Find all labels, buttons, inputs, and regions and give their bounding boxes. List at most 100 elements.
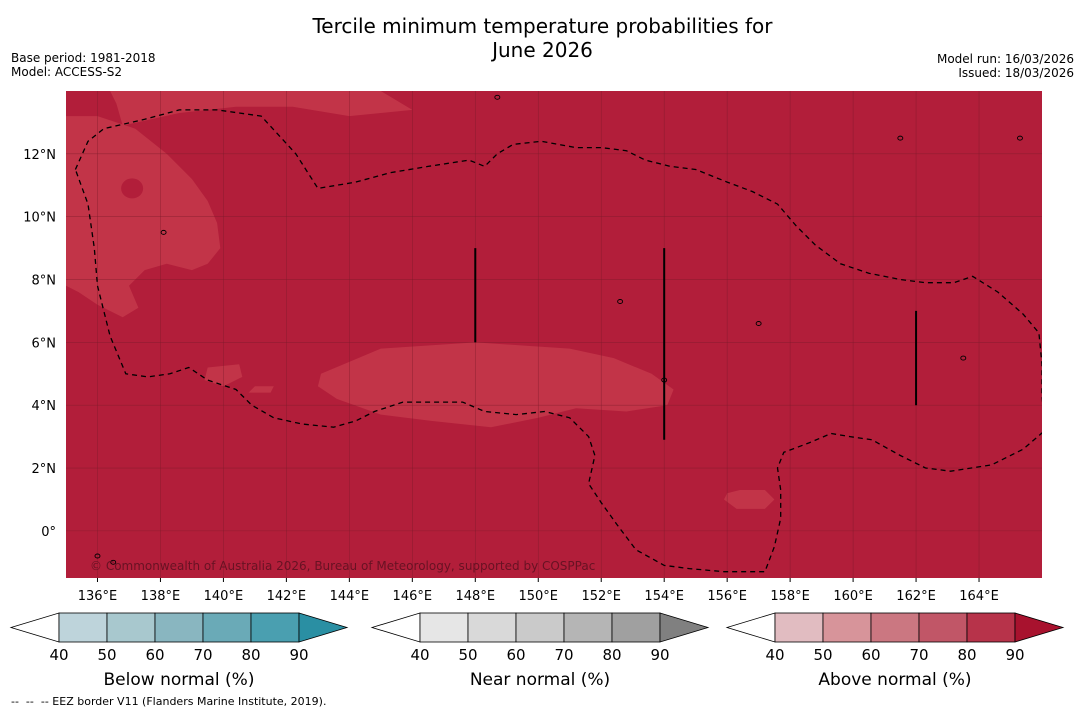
darker-spot-1 (121, 178, 144, 199)
colorbar-below-normal: 40 50 60 70 80 90 Below normal (%) (9, 612, 349, 690)
gridlines-layer (66, 91, 1042, 578)
x-tick-label-138: 138°E (141, 589, 181, 604)
above-normal-segment-1 (774, 612, 824, 643)
title-line-1: Tercile minimum temperature probabilitie… (312, 14, 773, 38)
island-2 (160, 229, 167, 235)
above-normal-segment-3 (870, 612, 920, 643)
near-normal-tick-40: 40 (410, 646, 429, 664)
island-10 (110, 559, 117, 565)
below-normal-label: Below normal (%) (104, 670, 255, 690)
below-normal-segment-4 (202, 612, 252, 643)
above-normal-tick-70: 70 (909, 646, 928, 664)
below-normal-segment-1 (58, 612, 108, 643)
x-tick-label-156: 156°E (707, 589, 747, 604)
y-axis-ticks: 0° 2°N 4°N 6°N 8°N 10°N 12°N (23, 148, 56, 540)
above-normal-max-arrow (1014, 612, 1065, 643)
above-normal-tick-90: 90 (1005, 646, 1024, 664)
copyright-text: © Commonwealth of Australia 2026, Bureau… (90, 559, 595, 573)
below-normal-tick-50: 50 (97, 646, 116, 664)
x-tick-label-152: 152°E (581, 589, 621, 604)
lighter-region-1 (110, 91, 413, 126)
island-3 (755, 321, 762, 326)
x-tick-label-160: 160°E (833, 589, 873, 604)
lighter-regions-layer (66, 91, 775, 509)
eez-border-layer (74, 109, 1042, 573)
above-normal-tick-80: 80 (957, 646, 976, 664)
below-normal-max-arrow (298, 612, 349, 643)
map-background (66, 91, 1042, 578)
x-tick-label-162: 162°E (896, 589, 936, 604)
island-8 (94, 553, 101, 559)
base-period: Base period: 1981-2018 (11, 51, 156, 65)
y-tick-label-6: 6°N (32, 336, 57, 351)
lighter-region-3 (317, 342, 674, 428)
near-normal-label: Near normal (%) (470, 670, 610, 690)
island-9 (661, 377, 668, 383)
near-normal-segment-4 (563, 612, 613, 643)
island-7 (1017, 135, 1023, 141)
near-normal-tick-90: 90 (650, 646, 669, 664)
lighter-region-5 (248, 386, 274, 393)
near-normal-segment-3 (515, 612, 565, 643)
eez-border (74, 109, 1042, 573)
near-normal-tick-60: 60 (506, 646, 525, 664)
island-5 (960, 355, 967, 361)
base-info: Base period: 1981-2018 Model: ACCESS-S2 (11, 51, 156, 79)
x-tick-label-150: 150°E (518, 589, 558, 604)
y-tick-label-10: 10°N (23, 211, 56, 226)
below-normal-tick-60: 60 (145, 646, 164, 664)
near-normal-min-arrow (370, 612, 421, 643)
model-run: Model run: 16/03/2026 (936, 52, 1074, 66)
above-normal-min-arrow (725, 612, 776, 643)
near-normal-segment-1 (419, 612, 469, 643)
above-normal-segment-5 (966, 612, 1016, 643)
islands-layer (94, 94, 1023, 565)
near-normal-tick-70: 70 (554, 646, 573, 664)
x-tick-label-142: 142°E (267, 589, 307, 604)
vertical-lines-layer (474, 248, 918, 440)
lighter-region-2 (66, 116, 221, 318)
above-normal-tick-40: 40 (765, 646, 784, 664)
x-tick-label-140: 140°E (204, 589, 244, 604)
below-normal-segment-3 (154, 612, 204, 643)
near-normal-tick-50: 50 (458, 646, 477, 664)
run-info: Model run: 16/03/2026 Issued: 18/03/2026 (937, 52, 1074, 80)
chart-title: Tercile minimum temperature probabilitie… (0, 14, 1085, 62)
colorbar-above-normal: 40 50 60 70 80 90 Above normal (%) (725, 612, 1065, 690)
y-tick-label-2: 2°N (32, 462, 57, 477)
above-normal-label: Above normal (%) (818, 670, 971, 690)
lighter-region-4 (204, 364, 243, 387)
x-tick-label-136: 136°E (78, 589, 118, 604)
lighter-region-6 (724, 490, 775, 509)
title-line-2: June 2026 (492, 38, 593, 62)
island-4 (617, 299, 624, 304)
x-tick-label-146: 146°E (393, 589, 433, 604)
island-1 (494, 94, 501, 100)
near-normal-segment-5 (611, 612, 661, 643)
x-tick-label-158: 158°E (770, 589, 810, 604)
below-normal-tick-90: 90 (289, 646, 308, 664)
near-normal-segment-2 (467, 612, 517, 643)
near-normal-max-arrow (659, 612, 710, 643)
below-normal-tick-40: 40 (49, 646, 68, 664)
below-normal-tick-70: 70 (193, 646, 212, 664)
near-normal-tick-80: 80 (602, 646, 621, 664)
x-tick-label-154: 154°E (644, 589, 684, 604)
issued-date: Issued: 18/03/2026 (958, 66, 1074, 80)
y-tick-label-8: 8°N (32, 274, 57, 289)
below-normal-segment-2 (106, 612, 156, 643)
x-tick-label-148: 148°E (456, 589, 496, 604)
eez-footnote: -- -- -- EEZ border V11 (Flanders Marine… (11, 695, 327, 708)
x-axis-ticks: 136°E 138°E 140°E 142°E 144°E 146°E 148°E 150°E… (78, 578, 999, 604)
y-tick-label-0: 0° (41, 525, 56, 540)
above-normal-segment-4 (918, 612, 968, 643)
island-6 (897, 135, 904, 141)
above-normal-segment-2 (822, 612, 872, 643)
x-tick-label-144: 144°E (330, 589, 370, 604)
colorbar-near-normal: 40 50 60 70 80 90 Near normal (%) (370, 612, 710, 690)
above-normal-tick-60: 60 (861, 646, 880, 664)
x-tick-label-164: 164°E (959, 589, 999, 604)
above-normal-tick-50: 50 (813, 646, 832, 664)
y-tick-label-12: 12°N (23, 148, 56, 163)
